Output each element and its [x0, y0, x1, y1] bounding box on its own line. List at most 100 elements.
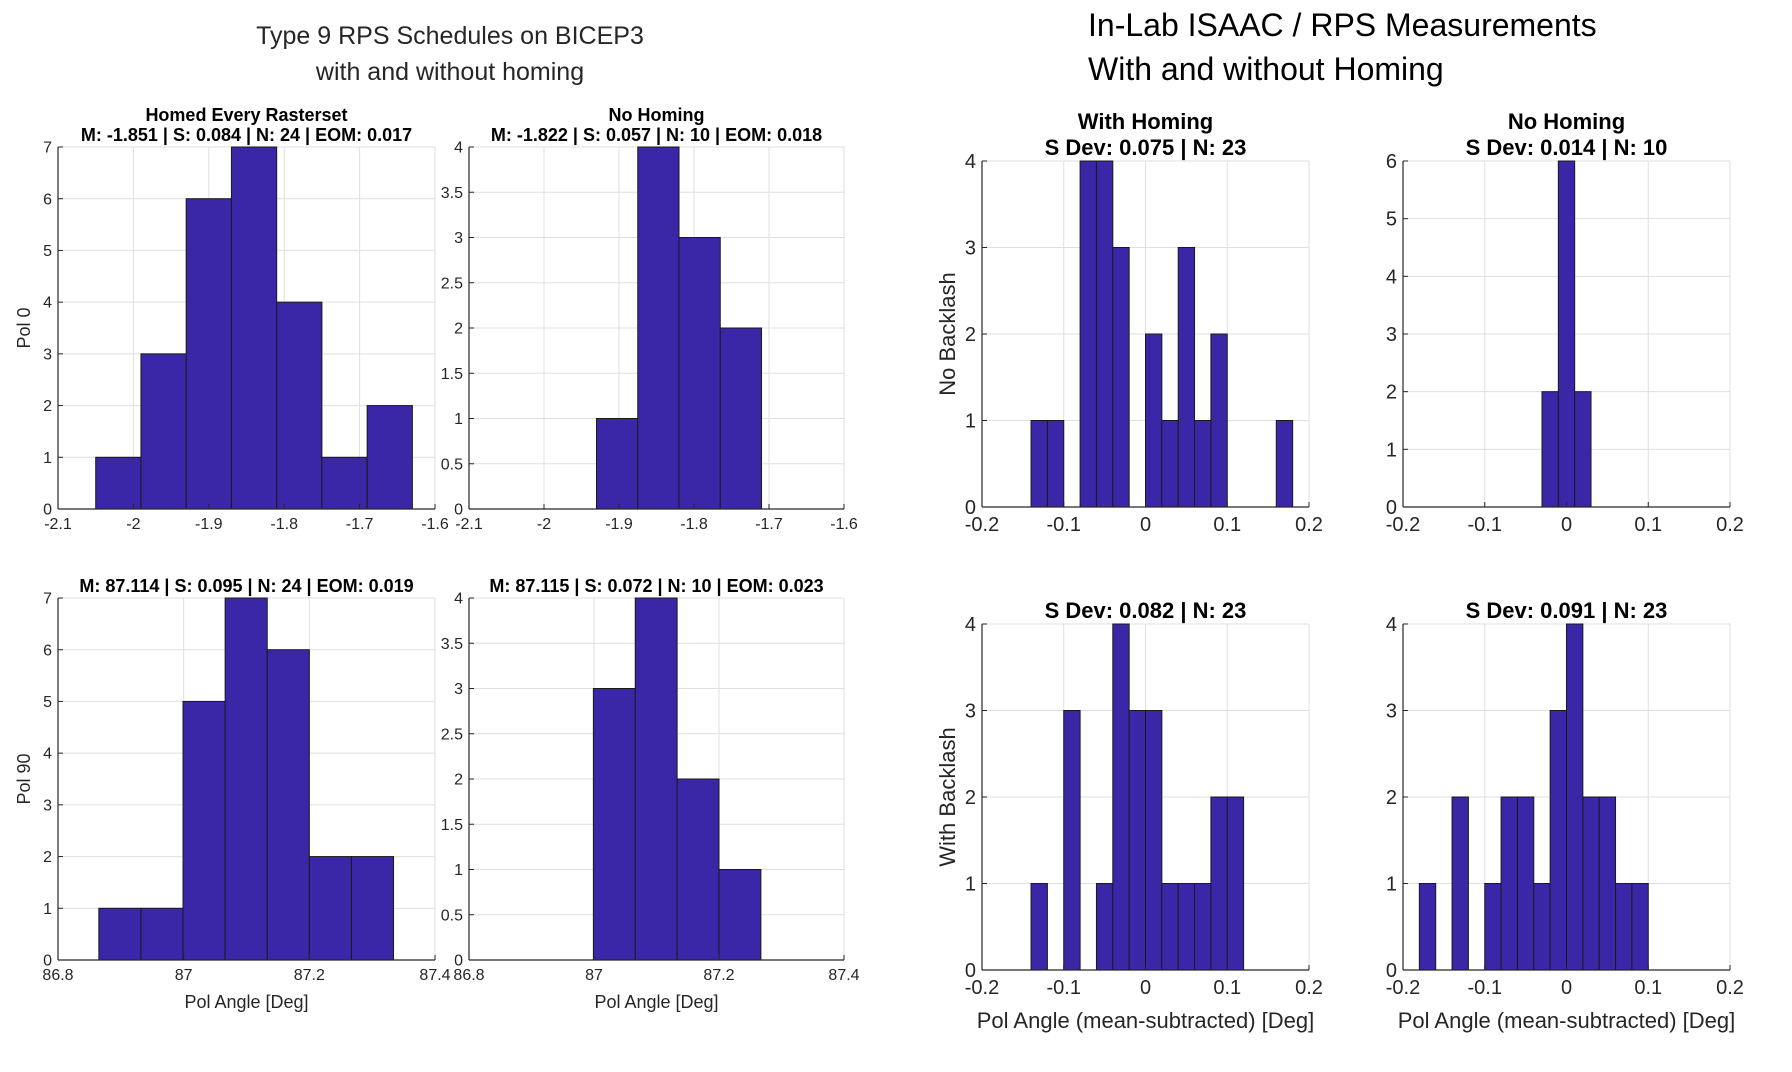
y-tick-label: 4 — [43, 746, 52, 763]
y-tick-label: 1 — [454, 411, 463, 428]
y-axis-label: Pol 90 — [14, 753, 34, 804]
x-tick-label: 87 — [175, 967, 193, 984]
y-tick-label: 7 — [43, 140, 52, 157]
x-tick-label: -2.1 — [455, 516, 483, 533]
histogram-bar — [1128, 710, 1147, 971]
left-title-line1: Type 9 RPS Schedules on BICEP3 — [256, 22, 644, 50]
x-axis-label: Pol Angle [Deg] — [594, 992, 718, 1012]
histogram-bar — [350, 856, 395, 961]
x-tick-label: 0.2 — [1295, 514, 1323, 536]
histogram-bar — [1145, 333, 1163, 508]
x-axis-label: Pol Angle [Deg] — [184, 992, 308, 1012]
y-tick-label: 1 — [454, 862, 463, 879]
y-tick-label: 0 — [965, 497, 976, 519]
y-tick-label: 3 — [965, 701, 976, 723]
chart-subtitle: S Dev: 0.082 | N: 23 — [1045, 598, 1247, 623]
left-title-line2: with and without homing — [315, 58, 584, 86]
x-tick-label: -1.7 — [346, 516, 374, 533]
histogram-bar — [718, 869, 762, 961]
x-tick-label: -0.1 — [1468, 514, 1502, 536]
x-tick-label: -0.1 — [1047, 977, 1081, 999]
histogram-bar — [1194, 420, 1212, 508]
x-tick-label: -1.6 — [421, 516, 449, 533]
y-tick-label: 0 — [43, 953, 52, 970]
x-tick-label: -1.8 — [270, 516, 298, 533]
histogram-bar — [1533, 883, 1551, 971]
y-tick-label: 1 — [43, 901, 52, 918]
y-tick-label: 3 — [1386, 324, 1397, 346]
histogram-8: -0.2 -0.1 0 0.1 0.2 0 1 2 3 4 S Dev: 0.091 | N: 23… — [1386, 598, 1744, 1033]
x-tick-label: -0.1 — [1047, 514, 1081, 536]
y-tick-label: 4 — [1386, 614, 1397, 636]
y-tick-label: 3 — [43, 797, 52, 814]
y-tick-label: 2 — [1386, 382, 1397, 404]
x-tick-label: 0.2 — [1716, 514, 1744, 536]
histogram-bar — [1500, 796, 1518, 971]
histogram-bar — [1112, 247, 1130, 508]
y-tick-label: 0.5 — [441, 456, 463, 473]
histogram-bar — [1063, 710, 1081, 971]
y-axis-label: No Backlash — [935, 272, 960, 396]
histogram-bar — [230, 146, 278, 510]
x-tick-label: 0.2 — [1295, 977, 1323, 999]
y-tick-label: 1 — [1386, 874, 1397, 896]
charts-group: -2.1 -2 -1.9 -1.8 -1.7 -1.6 0 1 2 3 4 5 6 7 Homed Ever… — [14, 105, 1744, 1033]
y-axis-label: Pol 0 — [14, 307, 34, 348]
histogram-1: -2.1 -2 -1.9 -1.8 -1.7 -1.6 0 1 2 3 4 5 6 7 Homed Ever… — [14, 105, 449, 533]
x-tick-label: -1.9 — [605, 516, 633, 533]
x-tick-label: -1.8 — [680, 516, 708, 533]
histogram-bar — [1451, 796, 1469, 971]
histogram-bar — [1557, 160, 1576, 508]
y-tick-label: 1 — [965, 411, 976, 433]
chart-title: No Homing — [609, 105, 705, 125]
y-tick-label: 3 — [454, 681, 463, 698]
histogram-bar — [1226, 796, 1245, 971]
histogram-bar — [719, 327, 762, 510]
y-tick-label: 0.5 — [441, 907, 463, 924]
x-tick-label: 87.4 — [828, 967, 859, 984]
x-tick-label: 0 — [1140, 514, 1151, 536]
chart-subtitle: M: 87.115 | S: 0.072 | N: 10 | EOM: 0.02… — [489, 576, 823, 596]
y-tick-label: 1.5 — [441, 366, 463, 383]
x-tick-label: 0.1 — [1634, 977, 1662, 999]
x-tick-label: -0.2 — [1386, 977, 1420, 999]
y-tick-label: 5 — [43, 243, 52, 260]
y-tick-label: 6 — [1386, 151, 1397, 173]
y-tick-label: 0 — [454, 502, 463, 519]
y-tick-label: 2 — [43, 398, 52, 415]
chart-subtitle: S Dev: 0.075 | N: 23 — [1045, 135, 1247, 160]
y-tick-label: 2 — [454, 772, 463, 789]
x-tick-label: -2 — [126, 516, 140, 533]
histogram-bar — [1484, 883, 1502, 971]
histogram-bar — [1194, 883, 1212, 971]
y-tick-label: 2 — [965, 787, 976, 809]
histogram-bar — [1177, 247, 1196, 508]
histogram-bar — [1095, 883, 1114, 971]
x-tick-label: -1.7 — [755, 516, 783, 533]
histogram-3: 86.8 87 87.2 87.4 0 1 2 3 4 5 6 7 M: 87.114 | S: 0.0… — [14, 576, 451, 1012]
histogram-bar — [321, 456, 368, 510]
histogram-bar — [276, 301, 323, 510]
y-tick-label: 0 — [1386, 497, 1397, 519]
histogram-bar — [1574, 391, 1592, 508]
x-axis-label: Pol Angle (mean-subtracted) [Deg] — [1398, 1008, 1736, 1033]
histogram-bar — [1549, 710, 1568, 971]
y-tick-label: 2.5 — [441, 726, 463, 743]
histogram-bar — [1210, 796, 1228, 971]
histogram-bar — [678, 237, 721, 510]
x-tick-label: 0.1 — [1213, 514, 1241, 536]
y-tick-label: 0 — [965, 960, 976, 982]
histogram-bar — [1631, 883, 1649, 971]
y-tick-label: 1 — [43, 450, 52, 467]
histogram-7: -0.2 -0.1 0 0.1 0.2 0 1 2 3 4 S Dev: 0.082 | N: 23… — [935, 598, 1323, 1033]
histogram-bar — [98, 907, 142, 961]
y-axis-label: With Backlash — [935, 727, 960, 866]
histogram-bar — [1030, 420, 1048, 508]
x-axis-label: Pol Angle (mean-subtracted) [Deg] — [977, 1008, 1315, 1033]
x-tick-label: 87.4 — [419, 967, 450, 984]
x-tick-label: -0.2 — [1386, 514, 1420, 536]
histogram-bar — [1079, 160, 1097, 508]
histogram-bar — [308, 856, 352, 961]
histogram-4: 86.8 87 87.2 87.4 0 0.5 1 1.5 2 2.5 3 3.5 4 M: 87.115… — [441, 576, 860, 1012]
